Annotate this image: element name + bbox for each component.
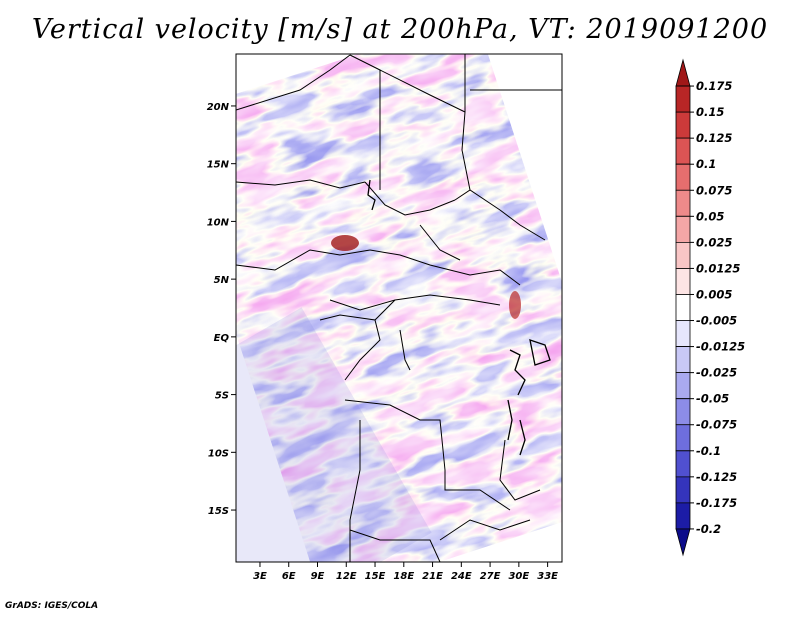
- colorbar-label: -0.0125: [696, 340, 745, 354]
- colorbar-segment: [675, 476, 691, 504]
- colorbar-label: -0.005: [696, 314, 737, 328]
- colorbar-segment: [675, 398, 691, 426]
- colorbar-segment: [675, 346, 691, 374]
- lon-tick-label: 3E: [253, 571, 267, 582]
- colorbar-segment: [675, 320, 691, 347]
- colorbar-segment: [675, 85, 691, 113]
- longitude-axis: 3E 6E 9E 12E 15E 18E 21E 24E 27E 30E 33E: [253, 562, 558, 582]
- lon-tick-label: 24E: [451, 571, 472, 582]
- colorbar-label: 0.0125: [696, 261, 740, 275]
- colorbar-label: 0.05: [696, 209, 724, 223]
- colorbar: 0.175 0.15 0.125 0.1 0.075 0.05 0.025 0.0125 0.0…: [675, 58, 745, 557]
- lon-tick-label: 12E: [336, 571, 357, 582]
- colorbar-segment: [675, 189, 691, 217]
- lat-tick-label: EQ: [214, 333, 230, 344]
- lat-tick-label: 10S: [208, 448, 229, 459]
- vertical-velocity-field: [236, 54, 562, 562]
- colorbar-segment: [675, 111, 691, 139]
- lat-tick-label: 20N: [207, 102, 230, 113]
- lon-tick-label: 30E: [508, 571, 529, 582]
- colorbar-label: -0.125: [696, 470, 737, 484]
- colorbar-segment: [675, 137, 691, 165]
- colorbar-label: 0.1: [696, 157, 716, 171]
- colorbar-segment: [675, 215, 691, 243]
- colorbar-label: 0.175: [696, 79, 732, 93]
- colorbar-label: 0.005: [696, 287, 732, 301]
- colorbar-label: 0.15: [696, 105, 724, 119]
- lon-tick-label: 33E: [537, 571, 558, 582]
- colorbar-segment: [675, 528, 691, 557]
- lat-tick-label: 15S: [208, 506, 229, 517]
- latitude-axis: 20N 15N 10N 5N EQ 5S 10S 15S: [207, 102, 236, 517]
- colorbar-segment: [675, 163, 691, 191]
- colorbar-label: -0.1: [696, 444, 721, 458]
- lon-tick-label: 21E: [422, 571, 443, 582]
- colorbar-segment: [675, 241, 691, 269]
- colorbar-segment: [675, 268, 691, 295]
- grads-credit: GrADS: IGES/COLA: [5, 601, 99, 611]
- colorbar-segment: [675, 502, 691, 530]
- colorbar-label: -0.025: [696, 366, 737, 380]
- lon-tick-label: 15E: [365, 571, 386, 582]
- lat-tick-label: 5N: [214, 275, 230, 286]
- colorbar-segment: [675, 424, 691, 452]
- colorbar-segment: [675, 58, 691, 87]
- lon-tick-label: 9E: [311, 571, 325, 582]
- lon-tick-label: 6E: [282, 571, 296, 582]
- colorbar-label: -0.075: [696, 418, 737, 432]
- colorbar-label: 0.125: [696, 131, 732, 145]
- colorbar-label: -0.05: [696, 392, 729, 406]
- lon-tick-label: 27E: [480, 571, 501, 582]
- country-borders: [236, 54, 562, 562]
- lakes: [367, 179, 551, 456]
- chart-title: Vertical velocity [m/s] at 200hPa, VT: 2…: [31, 14, 769, 45]
- map-frame: [235, 53, 563, 563]
- colorbar-label: -0.2: [696, 522, 721, 536]
- colorbar-segment: [675, 450, 691, 478]
- lon-tick-label: 18E: [393, 571, 414, 582]
- lat-tick-label: 15N: [207, 160, 230, 171]
- lat-tick-label: 5S: [215, 391, 229, 402]
- colorbar-label: 0.075: [696, 183, 732, 197]
- colorbar-label: 0.025: [696, 235, 732, 249]
- colorbar-segment: [675, 294, 691, 321]
- colorbar-label: -0.175: [696, 496, 737, 510]
- lat-tick-label: 10N: [207, 217, 230, 228]
- colorbar-segment: [675, 372, 691, 400]
